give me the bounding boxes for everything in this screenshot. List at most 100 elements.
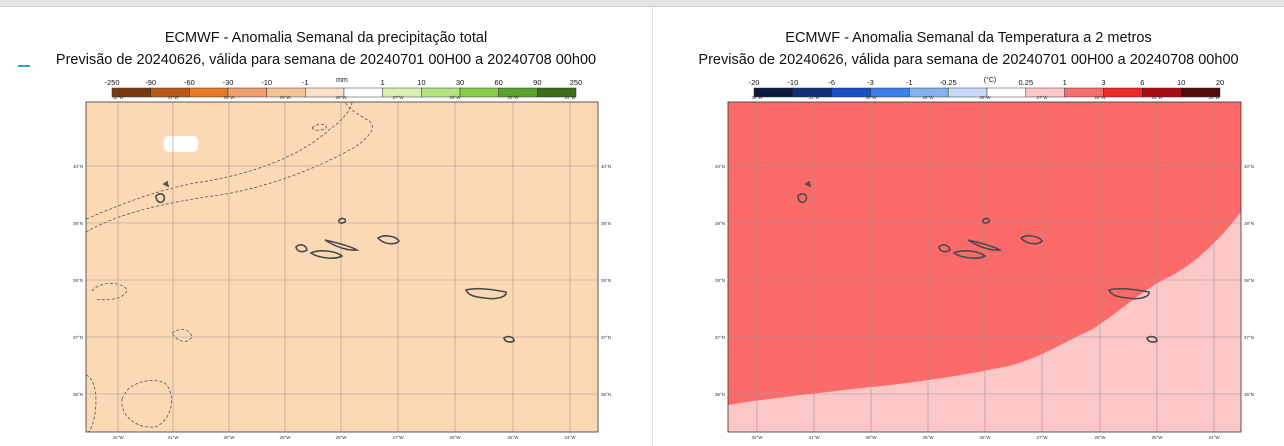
latitude-label: 36°N	[1244, 392, 1254, 397]
longitude-label: 25°W	[1151, 95, 1163, 100]
azores-islands	[155, 180, 515, 343]
longitude-label: 28°W	[335, 95, 347, 100]
latitude-label: 37°N	[715, 335, 725, 340]
island-flores	[155, 193, 166, 204]
colorbar-segment	[986, 87, 1027, 98]
island-sao-miguel	[1107, 287, 1150, 300]
longitude-label: 31°W	[167, 95, 179, 100]
latitude-label: 36°N	[73, 392, 83, 397]
longitude-label: 30°W	[865, 435, 877, 440]
colorbar-tick-label: -0.25	[940, 78, 957, 87]
precipitation-panel: ECMWF - Anomalia Semanal da precipitação…	[0, 7, 653, 446]
latitude-label: 40°N	[601, 164, 611, 169]
longitude-label: 28°W	[979, 95, 991, 100]
colorbar-tick-label: 60	[494, 78, 502, 87]
colorbar-segment	[343, 87, 383, 98]
island-terceira	[376, 235, 400, 245]
island-terceira	[1019, 235, 1043, 245]
longitude-label: 25°W	[507, 435, 519, 440]
map-background	[86, 102, 598, 432]
colorbar-tick-label: 90	[533, 78, 541, 87]
temperature-unit: (°C)	[984, 76, 997, 84]
colorbar-tick-label: -1	[906, 78, 913, 87]
island-graciosa	[982, 217, 991, 224]
latitude-label: 37°N	[601, 335, 611, 340]
colorbar-tick-label: -10	[787, 78, 798, 87]
map-frame	[727, 101, 1242, 433]
colorbar-tick-label: -20	[749, 78, 760, 87]
longitude-label: 26°W	[1094, 435, 1106, 440]
no-anomaly-patch	[164, 136, 198, 152]
island-graciosa	[338, 217, 347, 224]
latitude-label: 38°N	[601, 278, 611, 283]
temperature-panel: ECMWF - Anomalia Semanal da Temperatura …	[653, 7, 1284, 446]
latitude-label: 37°N	[1244, 335, 1254, 340]
weaker-anomaly-area	[728, 212, 1241, 432]
island-faial	[295, 244, 308, 253]
longitude-label: 32°W	[112, 95, 124, 100]
colorbar-segment	[537, 87, 577, 98]
anomaly-contours	[85, 101, 373, 433]
longitude-label: 32°W	[751, 435, 763, 440]
colorbar-tick-label: 1	[381, 78, 385, 87]
accent-dash	[18, 65, 30, 67]
latitude-label: 38°N	[1244, 278, 1254, 283]
latitude-label: 36°N	[715, 392, 725, 397]
colorbar-segment	[459, 87, 499, 98]
longitude-label: 30°W	[223, 95, 235, 100]
longitude-label: 27°W	[392, 95, 404, 100]
longitude-label: 27°W	[392, 435, 404, 440]
colorbar-segment	[1180, 87, 1221, 98]
precipitation-subtitle: Previsão de 20240626, válida para semana…	[55, 52, 597, 68]
temperature-subtitle: Previsão de 20240626, válida para semana…	[698, 52, 1239, 68]
latitude-label: 40°N	[715, 164, 725, 169]
island-santa-maria	[503, 335, 515, 343]
longitude-label: 28°W	[979, 435, 991, 440]
island-flores	[797, 193, 808, 204]
longitude-label: 26°W	[1094, 95, 1106, 100]
longitude-label: 26°W	[449, 95, 461, 100]
latitude-label: 39°N	[1244, 221, 1254, 226]
colorbar-tick-label: -60	[184, 78, 195, 87]
temperature-colorbar: -20 -10 -6 -3 -1 -0.25 0.25 1 3 6 10 20 (°C)	[749, 76, 1224, 98]
colorbar-tick-label: -250	[104, 78, 119, 87]
latitude-label: 36°N	[601, 392, 611, 397]
latitude-label: 40°N	[73, 164, 83, 169]
colorbar-tick-label: -90	[145, 78, 156, 87]
colorbar-tick-label: 10	[1177, 78, 1185, 87]
colorbar-tick-label: 250	[570, 78, 583, 87]
colorbar-segment	[1103, 87, 1143, 98]
colorbar-tick-label: -30	[223, 78, 234, 87]
latitude-label: 40°N	[1244, 164, 1254, 169]
temperature-title: ECMWF - Anomalia Semanal da Temperatura …	[785, 30, 1152, 46]
latitude-label: 39°N	[715, 221, 725, 226]
colorbar-tick-label: 3	[1101, 78, 1105, 87]
colorbar-tick-label: 1	[1063, 78, 1067, 87]
longitude-label: 30°W	[223, 435, 235, 440]
longitude-label: 24°W	[1208, 435, 1220, 440]
latitude-label: 37°N	[73, 335, 83, 340]
latitude-label: 39°N	[73, 221, 83, 226]
top-strip	[0, 0, 1284, 7]
longitude-label: 29°W	[922, 435, 934, 440]
longitude-label: 27°W	[1036, 435, 1048, 440]
colorbar-tick-label: 20	[1216, 78, 1224, 87]
island-pico	[952, 250, 987, 259]
colorbar-tick-label: -3	[867, 78, 874, 87]
longitude-label: 29°W	[279, 95, 291, 100]
island-sao-jorge	[324, 239, 360, 251]
colorbar-tick-label: 10	[417, 78, 425, 87]
precipitation-title: ECMWF - Anomalia Semanal da precipitação…	[164, 30, 488, 46]
island-pico	[309, 250, 344, 259]
longitude-label: 25°W	[1151, 435, 1163, 440]
temperature-map: -20 -10 -6 -3 -1 -0.25 0.25 1 3 6 10 20 (°C)	[715, 76, 1254, 440]
longitude-label: 31°W	[167, 435, 179, 440]
colorbar-tick-label: -10	[261, 78, 272, 87]
precipitation-map: -250 -90 -60 -30 -10 -1 1 10 30 60 90 250 mm	[73, 77, 611, 440]
colorbar-tick-label: 6	[1140, 78, 1144, 87]
colorbar-segment	[189, 87, 229, 98]
temperature-map-area	[727, 101, 1242, 433]
precipitation-unit: mm	[336, 77, 348, 84]
colorbar-tick-label: -1	[302, 78, 309, 87]
temperature-axis-labels: 32°W 32°W 31°W 31°W 30°W 30°W 29°W 29°W 28°W 28°W…	[715, 95, 1254, 440]
